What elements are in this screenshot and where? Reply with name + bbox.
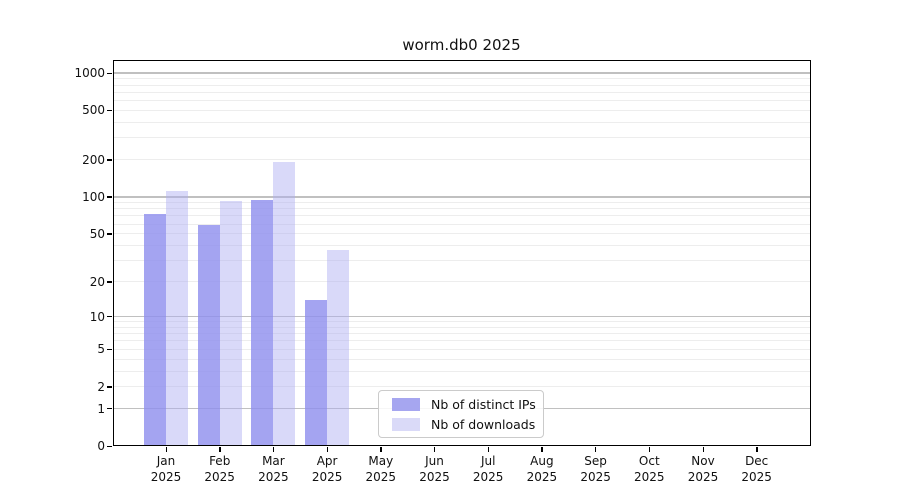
- legend-label-distinct-ips: Nb of distinct IPs: [431, 396, 536, 412]
- legend-swatch-distinct-ips: [392, 397, 420, 411]
- gridline-minor-4: [113, 358, 811, 360]
- x-tick-oct: [648, 447, 651, 452]
- y-tick-50: [107, 233, 112, 235]
- x-tick-nov: [702, 447, 704, 452]
- y-tick-100: [107, 196, 112, 198]
- gridline-major-1000: [113, 72, 811, 74]
- gridline-minor-500: [113, 109, 811, 111]
- y-tick-1000: [107, 72, 112, 74]
- legend-swatch-downloads: [392, 417, 420, 431]
- bar-nb-of-downloads-Mar: [273, 162, 296, 446]
- bar-nb-of-distinct-ips-Mar: [251, 200, 274, 446]
- x-tick-label-nov: Nov 2025: [687, 454, 719, 484]
- gridline-minor-20: [113, 281, 811, 283]
- y-tick-label-50: 50: [89, 226, 105, 241]
- gridline-minor-6: [113, 340, 811, 342]
- gridline-minor-7: [113, 333, 811, 335]
- x-tick-dec: [756, 447, 758, 452]
- bar-nb-of-distinct-ips-Jan: [144, 214, 166, 446]
- gridline-minor-400: [113, 121, 811, 123]
- x-tick-jan: [165, 447, 167, 452]
- gridline-minor-900: [113, 78, 811, 80]
- x-tick-label-jul: Jul 2025: [472, 454, 504, 484]
- gridline-minor-50: [113, 233, 811, 235]
- gridline-minor-800: [113, 84, 811, 86]
- y-tick-label-1000: 1000: [74, 66, 105, 81]
- gridline-minor-300: [113, 137, 811, 139]
- bar-nb-of-downloads-Apr: [327, 249, 350, 446]
- gridline-major-100: [113, 196, 811, 198]
- gridline-minor-30: [113, 260, 811, 262]
- x-tick-jul: [487, 447, 490, 452]
- x-tick-label-aug: Aug 2025: [526, 454, 558, 484]
- gridline-minor-90: [113, 201, 811, 203]
- y-tick-label-500: 500: [82, 103, 105, 118]
- y-tick-label-200: 200: [82, 152, 105, 167]
- gridline-minor-2: [113, 386, 811, 388]
- y-tick-20: [107, 281, 112, 283]
- x-tick-label-jun: Jun 2025: [419, 454, 450, 484]
- x-tick-jun: [434, 447, 436, 452]
- y-tick-label-2: 2: [97, 379, 105, 394]
- y-tick-0: [107, 445, 112, 447]
- gridline-minor-60: [113, 223, 811, 225]
- bar-nb-of-downloads-Feb: [219, 201, 242, 446]
- x-tick-may: [380, 447, 382, 452]
- y-tick-10: [107, 316, 112, 318]
- y-tick-1: [107, 408, 112, 410]
- y-tick-label-5: 5: [97, 342, 105, 357]
- x-tick-label-oct: Oct 2025: [634, 454, 665, 484]
- x-tick-label-mar: Mar 2025: [258, 454, 289, 484]
- y-tick-500: [107, 109, 112, 112]
- x-tick-label-jan: Jan 2025: [150, 454, 182, 484]
- y-tick-200: [107, 159, 112, 161]
- gridline-minor-3: [113, 370, 811, 372]
- chart-title: worm.db0 2025: [402, 36, 521, 54]
- gridline-minor-9: [113, 321, 811, 323]
- gridline-minor-600: [113, 100, 811, 102]
- legend-item-distinct-ips: Nb of distinct IPs: [387, 396, 536, 412]
- y-tick-label-20: 20: [89, 274, 105, 289]
- legend-item-downloads: Nb of downloads: [387, 417, 535, 432]
- legend-label-downloads: Nb of downloads: [431, 416, 536, 432]
- x-tick-label-may: May 2025: [365, 454, 397, 484]
- gridline-minor-70: [113, 215, 811, 217]
- x-tick-sep: [595, 447, 597, 452]
- bar-nb-of-downloads-Jan: [166, 191, 188, 446]
- x-tick-label-feb: Feb 2025: [204, 454, 235, 484]
- bar-nb-of-distinct-ips-Apr: [305, 299, 328, 446]
- y-tick-label-1: 1: [97, 401, 105, 416]
- y-tick-2: [107, 386, 112, 388]
- gridline-minor-200: [113, 159, 811, 161]
- x-tick-apr: [326, 447, 328, 452]
- y-tick-label-100: 100: [82, 189, 105, 204]
- x-tick-label-dec: Dec 2025: [741, 454, 772, 484]
- gridline-minor-8: [113, 326, 811, 328]
- gridline-minor-700: [113, 91, 811, 93]
- plot-area: [113, 60, 811, 446]
- bar-nb-of-distinct-ips-Feb: [197, 224, 220, 446]
- x-tick-feb: [219, 447, 221, 452]
- legend: Nb of distinct IPs Nb of downloads: [378, 390, 544, 438]
- x-tick-mar: [272, 447, 275, 452]
- y-tick-label-0: 0: [97, 439, 105, 453]
- x-tick-aug: [541, 447, 543, 452]
- gridline-minor-40: [113, 245, 811, 247]
- gridline-minor-5: [113, 348, 811, 350]
- gridline-major-10: [113, 315, 811, 318]
- x-tick-label-sep: Sep 2025: [580, 454, 611, 484]
- y-tick-label-10: 10: [89, 309, 105, 324]
- x-tick-label-apr: Apr 2025: [311, 454, 343, 484]
- gridline-minor-80: [113, 208, 811, 210]
- y-tick-5: [107, 348, 112, 351]
